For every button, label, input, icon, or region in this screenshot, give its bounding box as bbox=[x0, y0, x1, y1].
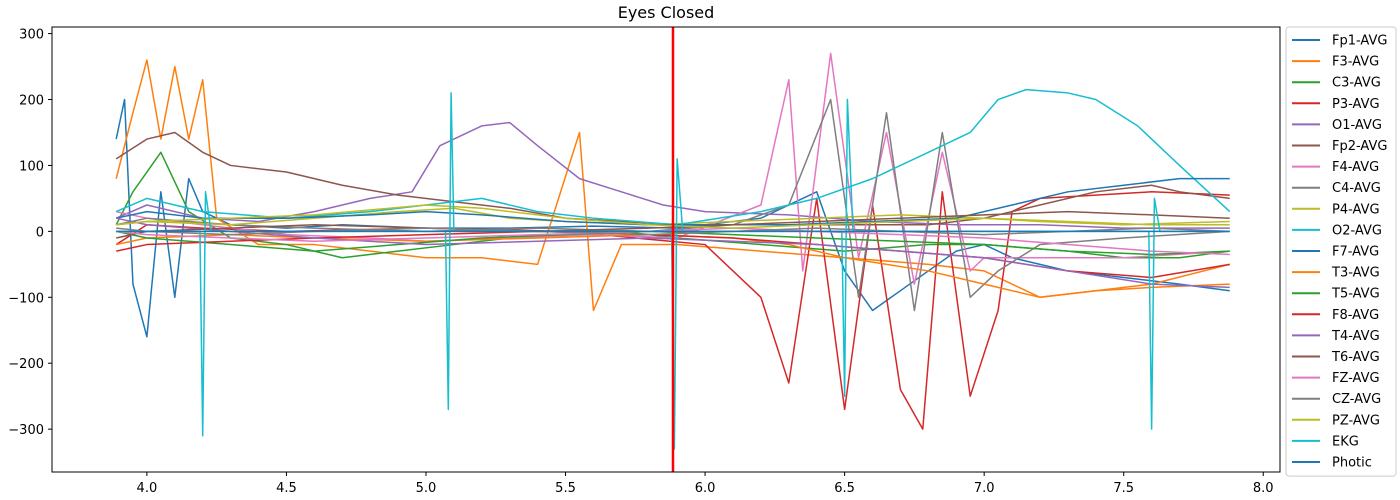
y-tick-label: −300 bbox=[8, 423, 44, 438]
legend: Fp1-AVG F3-AVG C3-AVG P3-AVG O1-AVG Fp2-AVG F4… bbox=[1285, 26, 1397, 477]
series-line-pz-avg bbox=[116, 204, 1230, 229]
series-line-t3-avg bbox=[116, 233, 1230, 299]
x-tick-label: 8.0 bbox=[1253, 481, 1274, 496]
x-tick-label: 6.5 bbox=[834, 481, 855, 496]
legend-label-c3-avg: C3-AVG bbox=[1332, 76, 1381, 91]
legend-label-c4-avg: C4-AVG bbox=[1332, 181, 1381, 196]
y-tick-label: 300 bbox=[19, 28, 44, 43]
legend-label-t3-avg: T3-AVG bbox=[1331, 266, 1380, 281]
legend-label-o2-avg: O2-AVG bbox=[1332, 223, 1382, 238]
legend-label-f4-avg: F4-AVG bbox=[1332, 160, 1379, 175]
series-line-f4-avg bbox=[116, 52, 1230, 285]
y-tick-label: −200 bbox=[8, 357, 44, 372]
x-tick-label: 5.0 bbox=[416, 481, 437, 496]
plot-frame bbox=[51, 26, 1281, 473]
x-tick-label: 4.0 bbox=[137, 481, 158, 496]
series-line-fz-avg bbox=[116, 227, 1230, 256]
legend-label-t5-avg: T5-AVG bbox=[1331, 287, 1380, 302]
legend-label-f7-avg: F7-AVG bbox=[1332, 245, 1379, 260]
legend-label-fz-avg: FZ-AVG bbox=[1332, 371, 1380, 386]
legend-box bbox=[1285, 26, 1397, 477]
legend-label-p4-avg: P4-AVG bbox=[1332, 202, 1380, 217]
series-line-t4-avg bbox=[116, 217, 1230, 289]
legend-label-fp1-avg: Fp1-AVG bbox=[1332, 34, 1387, 49]
y-tick-label: −100 bbox=[8, 291, 44, 306]
legend-label-o1-avg: O1-AVG bbox=[1332, 118, 1382, 133]
x-tick-label: 4.5 bbox=[276, 481, 297, 496]
series-line-fp1-avg bbox=[115, 98, 1230, 338]
legend-label-pz-avg: PZ-AVG bbox=[1332, 413, 1380, 428]
series-line-c4-avg bbox=[116, 98, 1230, 312]
x-tick-label: 7.0 bbox=[974, 481, 995, 496]
legend-label-photic: Photic bbox=[1332, 456, 1372, 471]
legend-label-f3-avg: F3-AVG bbox=[1332, 55, 1379, 70]
legend-label-f8-avg: F8-AVG bbox=[1332, 308, 1379, 323]
axes-layer: 4.0 4.5 5.0 5.5 6.0 6.5 7.0 7.5 8.0 300 200 100 0 −10… bbox=[8, 26, 1281, 496]
legend-label-t4-avg: T4-AVG bbox=[1331, 329, 1380, 344]
legend-label-ekg: EKG bbox=[1332, 434, 1359, 449]
legend-label-p3-avg: P3-AVG bbox=[1332, 97, 1380, 112]
y-tick-label: 100 bbox=[19, 159, 44, 174]
series-layer bbox=[115, 27, 1231, 472]
y-tick-label: 0 bbox=[36, 225, 44, 240]
series-line-o2-avg bbox=[115, 88, 1231, 226]
x-tick-label: 7.5 bbox=[1113, 481, 1134, 496]
legend-label-fp2-avg: Fp2-AVG bbox=[1332, 139, 1387, 154]
x-tick-label: 5.5 bbox=[555, 481, 576, 496]
legend-label-t6-avg: T6-AVG bbox=[1331, 350, 1380, 365]
series-line-f3-avg bbox=[115, 59, 1230, 312]
y-tick-label: 200 bbox=[19, 94, 44, 109]
legend-label-cz-avg: CZ-AVG bbox=[1332, 392, 1381, 407]
chart-title: Eyes Closed bbox=[618, 3, 715, 22]
x-tick-label: 6.0 bbox=[695, 481, 716, 496]
